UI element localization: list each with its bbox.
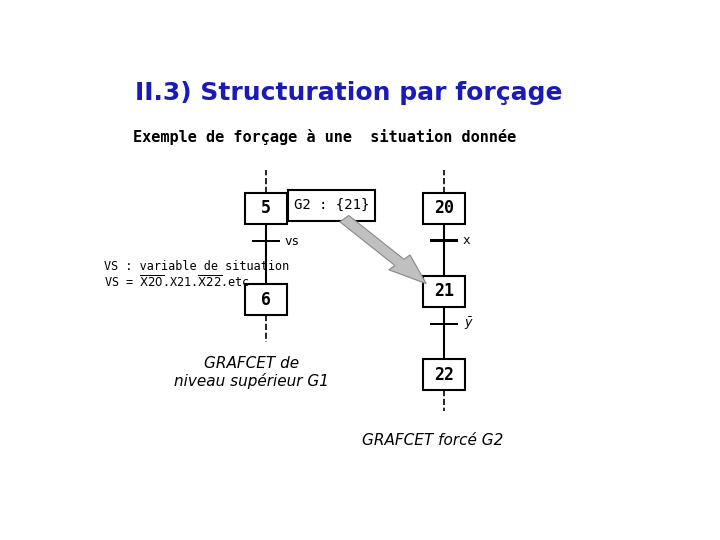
- Text: 22: 22: [434, 366, 454, 383]
- Text: $\bar{y}$: $\bar{y}$: [464, 315, 474, 332]
- Bar: [252, 240, 279, 242]
- Bar: [431, 322, 459, 325]
- Text: VS = $\overline{\rm X20}$.X21.$\overline{\rm X22}$.etc: VS = $\overline{\rm X20}$.X21.$\overline…: [104, 274, 250, 290]
- Text: II.3) Structuration par forçage: II.3) Structuration par forçage: [135, 82, 562, 105]
- Bar: [245, 193, 287, 224]
- Text: VS : variable de situation: VS : variable de situation: [104, 260, 289, 273]
- Bar: [245, 284, 287, 315]
- Text: 21: 21: [434, 282, 454, 300]
- Text: 20: 20: [434, 199, 454, 217]
- Text: vs: vs: [284, 235, 300, 248]
- Bar: [423, 276, 465, 307]
- Bar: [288, 190, 374, 221]
- Text: 6: 6: [261, 291, 271, 309]
- Text: G2 : {21}: G2 : {21}: [294, 198, 369, 212]
- Text: Exemple de forçage à une  situation donnée: Exemple de forçage à une situation donné…: [132, 129, 516, 145]
- Polygon shape: [340, 215, 426, 284]
- Bar: [423, 359, 465, 390]
- Text: x: x: [463, 234, 470, 247]
- Bar: [423, 193, 465, 224]
- Text: 5: 5: [261, 199, 271, 217]
- Bar: [431, 239, 459, 241]
- Text: GRAFCET de
niveau supérieur G1: GRAFCET de niveau supérieur G1: [174, 356, 329, 389]
- Text: GRAFCET forcé G2: GRAFCET forcé G2: [362, 433, 504, 448]
